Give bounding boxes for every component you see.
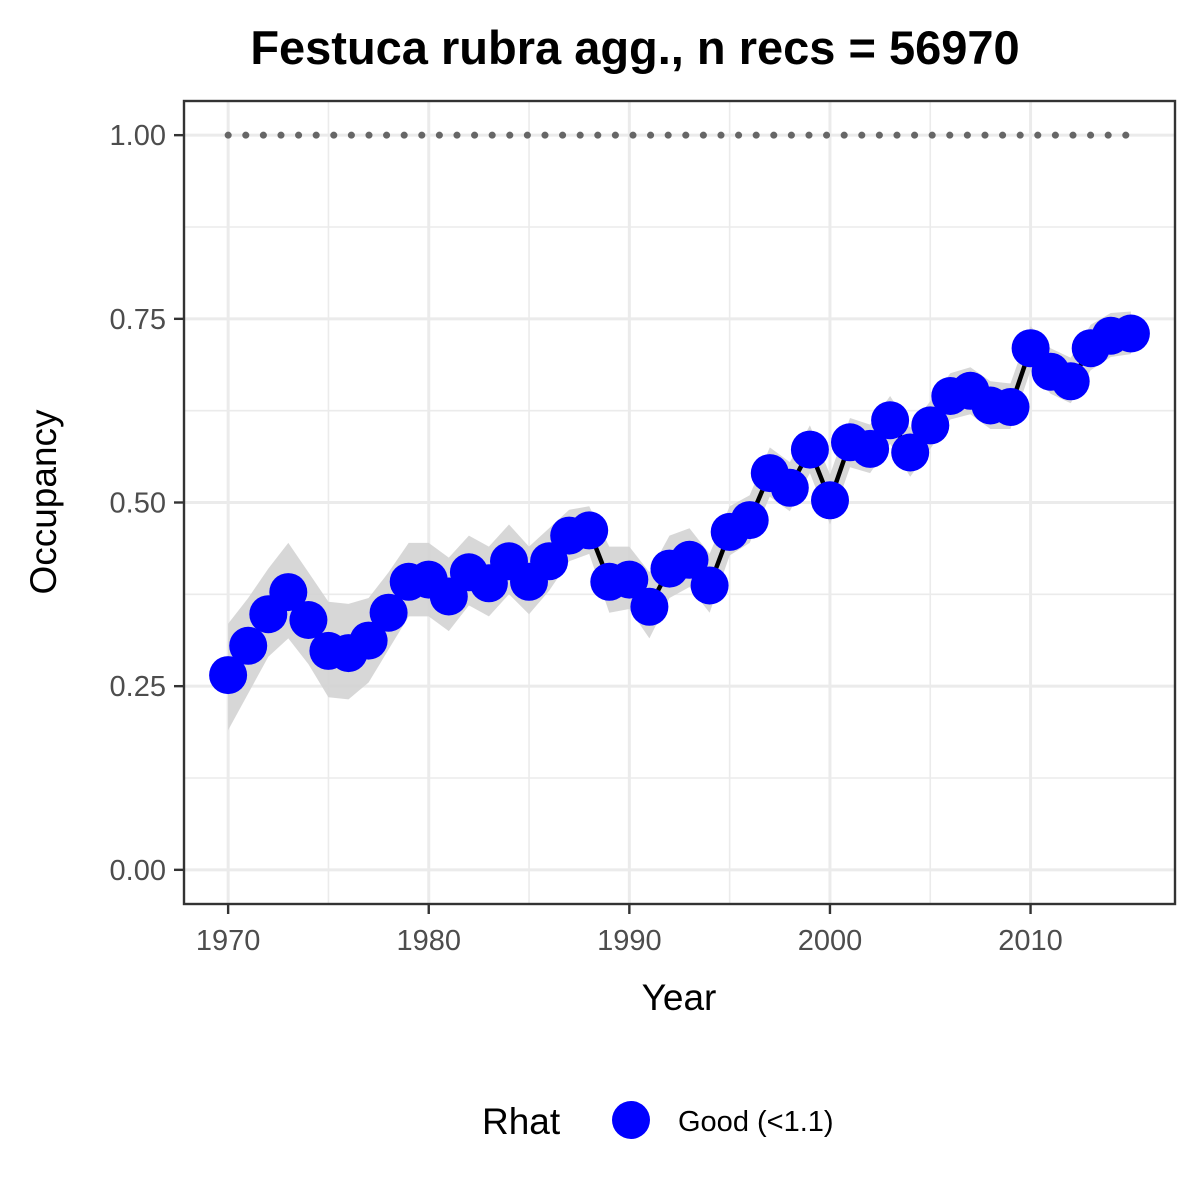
y-axis-title: Occupancy — [23, 409, 64, 595]
data-point — [289, 601, 328, 639]
legend-key-good — [612, 1101, 650, 1139]
data-point — [670, 540, 709, 579]
data-point — [349, 621, 388, 660]
data-point — [1111, 314, 1150, 353]
data-point — [851, 429, 890, 468]
data-point — [811, 481, 849, 520]
data-point — [911, 406, 950, 445]
data-point — [269, 573, 308, 612]
data-point — [891, 433, 930, 472]
data-point — [630, 587, 669, 626]
data-point — [209, 656, 248, 695]
data-point — [610, 560, 649, 599]
data-point — [871, 401, 910, 440]
legend-label-good: Good (<1.1) — [678, 1106, 834, 1138]
data-point — [369, 593, 408, 632]
data-point — [991, 388, 1030, 426]
data-point — [690, 566, 729, 605]
y-tick-label: 0.00 — [110, 855, 166, 887]
x-tick-label: 2010 — [998, 925, 1063, 957]
data-point — [1051, 362, 1090, 401]
data-point — [730, 501, 769, 540]
data-point — [570, 511, 609, 550]
y-tick-label: 1.00 — [110, 120, 166, 152]
data-point — [770, 468, 809, 507]
x-tick-label: 1980 — [396, 925, 461, 957]
y-tick-label: 0.50 — [110, 488, 166, 520]
x-tick-label: 1970 — [196, 925, 261, 957]
chart-title: Festuca rubra agg., n recs = 56970 — [250, 21, 1019, 74]
plot-area: 0.00 0.25 0.50 0.75 1.00 1970 1980 1990 2000 2010 — [110, 99, 1177, 957]
data-point — [229, 626, 268, 665]
x-axis-title: Year — [642, 977, 717, 1018]
x-tick-label: 2000 — [798, 925, 863, 957]
legend: Rhat Good (<1.1) — [482, 1101, 834, 1142]
data-point — [790, 430, 829, 469]
y-tick-label: 0.75 — [110, 304, 166, 336]
y-tick-label: 0.25 — [110, 671, 166, 703]
data-point — [530, 542, 569, 581]
x-tick-label: 1990 — [597, 925, 662, 957]
legend-title: Rhat — [482, 1101, 561, 1142]
